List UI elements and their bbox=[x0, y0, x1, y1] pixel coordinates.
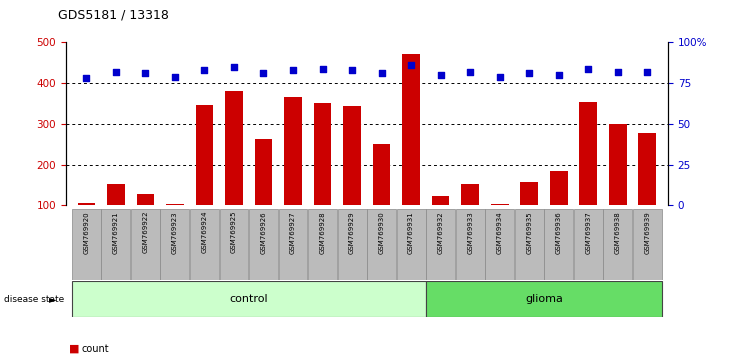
Bar bbox=[396, 209, 426, 280]
Text: GSM769922: GSM769922 bbox=[142, 211, 148, 253]
Point bbox=[287, 67, 299, 73]
Point bbox=[110, 69, 122, 75]
Bar bbox=[196, 105, 213, 246]
Text: ►: ► bbox=[49, 294, 56, 304]
Point bbox=[376, 70, 388, 76]
Text: GSM769923: GSM769923 bbox=[172, 211, 178, 253]
Point bbox=[553, 72, 564, 78]
Text: glioma: glioma bbox=[525, 294, 563, 304]
Bar bbox=[431, 196, 450, 246]
Bar bbox=[249, 209, 278, 280]
Point bbox=[493, 74, 505, 80]
Bar bbox=[220, 209, 248, 280]
Text: GSM769920: GSM769920 bbox=[83, 211, 89, 253]
Point bbox=[258, 70, 269, 76]
Text: GSM769924: GSM769924 bbox=[201, 211, 207, 253]
Text: GSM769929: GSM769929 bbox=[349, 211, 355, 253]
Bar bbox=[131, 209, 160, 280]
Point bbox=[464, 69, 476, 75]
Text: GSM769926: GSM769926 bbox=[261, 211, 266, 253]
Bar bbox=[520, 182, 538, 246]
Text: GSM769933: GSM769933 bbox=[467, 211, 473, 254]
Text: GSM769936: GSM769936 bbox=[556, 211, 561, 254]
Bar bbox=[308, 209, 337, 280]
Bar bbox=[72, 209, 101, 280]
Point bbox=[228, 64, 240, 70]
Bar bbox=[72, 281, 426, 317]
Bar bbox=[550, 171, 567, 246]
Point bbox=[583, 66, 594, 72]
Text: GSM769930: GSM769930 bbox=[379, 211, 385, 254]
Bar bbox=[166, 204, 184, 246]
Bar bbox=[367, 209, 396, 280]
Point bbox=[169, 74, 181, 80]
Point bbox=[405, 62, 417, 68]
Bar bbox=[485, 209, 514, 280]
Point bbox=[199, 67, 210, 73]
Bar bbox=[580, 102, 597, 246]
Bar bbox=[314, 103, 331, 246]
Point bbox=[80, 75, 92, 81]
Text: GSM769925: GSM769925 bbox=[231, 211, 237, 253]
Bar bbox=[402, 54, 420, 246]
Point bbox=[523, 70, 535, 76]
Text: GSM769931: GSM769931 bbox=[408, 211, 414, 254]
Point bbox=[346, 67, 358, 73]
Point bbox=[612, 69, 623, 75]
Point bbox=[139, 70, 151, 76]
Bar bbox=[343, 105, 361, 246]
Text: GSM769935: GSM769935 bbox=[526, 211, 532, 253]
Bar bbox=[515, 209, 544, 280]
Bar bbox=[609, 124, 626, 246]
Text: ■: ■ bbox=[69, 344, 80, 354]
Point bbox=[642, 69, 653, 75]
Bar bbox=[603, 209, 632, 280]
Bar bbox=[107, 184, 125, 246]
Text: control: control bbox=[229, 294, 268, 304]
Bar bbox=[633, 209, 662, 280]
Text: GDS5181 / 13318: GDS5181 / 13318 bbox=[58, 8, 169, 21]
Bar bbox=[225, 91, 243, 246]
Bar bbox=[426, 209, 455, 280]
Text: GSM769937: GSM769937 bbox=[585, 211, 591, 254]
Text: GSM769934: GSM769934 bbox=[496, 211, 503, 253]
Text: GSM769921: GSM769921 bbox=[113, 211, 119, 253]
Text: GSM769939: GSM769939 bbox=[645, 211, 650, 254]
Bar bbox=[284, 97, 302, 246]
Bar bbox=[190, 209, 219, 280]
Bar bbox=[426, 281, 662, 317]
Point bbox=[317, 66, 328, 72]
Bar bbox=[337, 209, 366, 280]
Bar bbox=[639, 133, 656, 246]
Bar bbox=[137, 194, 154, 246]
Text: GSM769927: GSM769927 bbox=[290, 211, 296, 253]
Bar bbox=[255, 139, 272, 246]
Point bbox=[435, 72, 447, 78]
Bar bbox=[461, 184, 479, 246]
Bar bbox=[491, 204, 509, 246]
Text: disease state: disease state bbox=[4, 295, 64, 304]
Text: GSM769928: GSM769928 bbox=[320, 211, 326, 253]
Text: GSM769938: GSM769938 bbox=[615, 211, 620, 254]
Text: GSM769932: GSM769932 bbox=[437, 211, 444, 253]
Bar bbox=[77, 203, 95, 246]
Text: count: count bbox=[82, 344, 110, 354]
Bar bbox=[161, 209, 189, 280]
Bar bbox=[574, 209, 603, 280]
Bar bbox=[101, 209, 131, 280]
Bar bbox=[279, 209, 307, 280]
Bar bbox=[545, 209, 573, 280]
Bar bbox=[456, 209, 485, 280]
Bar bbox=[373, 144, 391, 246]
